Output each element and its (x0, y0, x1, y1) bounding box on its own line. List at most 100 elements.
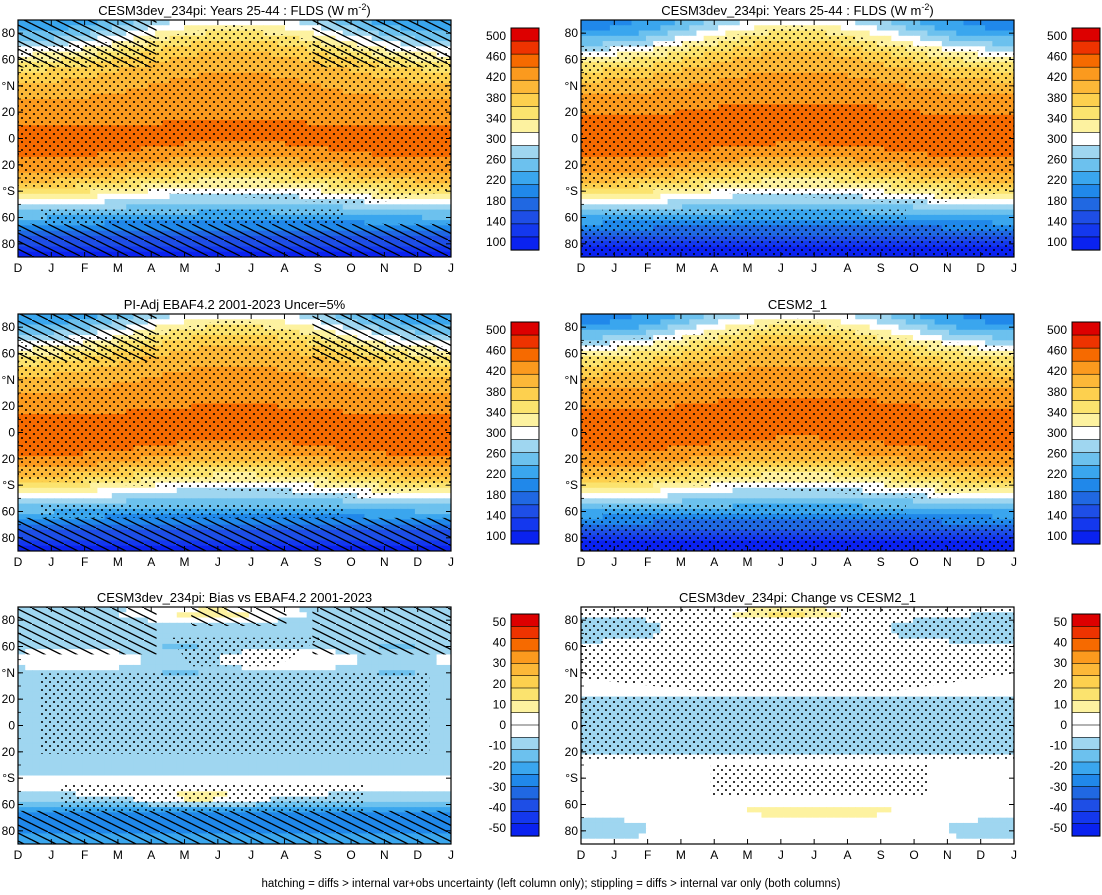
heatmap-cell (609, 35, 618, 42)
heatmap-cell (898, 35, 907, 42)
heatmap-cell (581, 25, 589, 32)
heatmap-cell (862, 25, 871, 32)
heatmap-cell (126, 204, 135, 211)
heatmap-cell (927, 30, 936, 37)
heatmap-cell (18, 183, 26, 190)
heatmap-cell (1006, 41, 1014, 47)
heatmap-cell (804, 204, 813, 211)
heatmap-cell (985, 41, 993, 47)
heatmap-cell (595, 35, 604, 42)
heatmap-cell (581, 183, 589, 190)
heatmap-cell (985, 25, 993, 32)
heatmap-cell (25, 209, 34, 216)
heatmap-cell (732, 199, 741, 205)
heatmap-cell (927, 20, 936, 26)
heatmap-cell (970, 199, 979, 205)
colorbar-swatch (510, 210, 540, 225)
heatmap-cell (162, 25, 171, 32)
heatmap-cell (263, 20, 272, 26)
heatmap-cell (775, 193, 784, 200)
heatmap-cell (761, 204, 770, 211)
heatmap-cell (364, 209, 373, 216)
heatmap-cell (97, 188, 106, 195)
heatmap-cell (429, 193, 438, 200)
heatmap-cell (104, 193, 113, 200)
heatmap-cell (999, 193, 1008, 200)
heatmap-cell (176, 193, 185, 200)
heatmap-cell (790, 193, 799, 200)
heatmap-cell (999, 199, 1008, 205)
heatmap-cell (227, 199, 236, 205)
x-tick-label: M (180, 261, 190, 275)
heatmap-cell (855, 25, 864, 32)
colorbar-swatch (510, 223, 540, 238)
colorbar-label: 260 (486, 153, 506, 167)
heatmap-cell (761, 25, 770, 32)
heatmap-cell (270, 25, 279, 32)
heatmap-cell (602, 20, 611, 26)
heatmap-cell (992, 25, 1001, 32)
heatmap-cell (833, 20, 842, 26)
heatmap-cell (703, 193, 712, 200)
heatmap-cell (624, 25, 633, 32)
heatmap-cell (898, 25, 907, 32)
heatmap-cell (949, 30, 957, 37)
heatmap-cell (617, 30, 625, 37)
heatmap-cell (234, 20, 243, 26)
heatmap-cell (992, 199, 1001, 205)
heatmap-cell (638, 35, 647, 42)
heatmap-cell (155, 199, 163, 205)
heatmap-cell (848, 25, 856, 32)
x-tick-label: N (380, 261, 389, 275)
heatmap-cell (855, 204, 864, 211)
heatmap-cell (54, 193, 62, 200)
heatmap-cell (443, 204, 451, 211)
heatmap-cell (970, 30, 979, 37)
x-tick-label: A (280, 261, 288, 275)
heatmap-cell (985, 193, 993, 200)
heatmap-cell (660, 25, 669, 32)
heatmap-cell (631, 30, 640, 37)
heatmap-cell (422, 209, 430, 216)
heatmap-cell (891, 30, 900, 37)
heatmap-cell (371, 220, 380, 226)
hatch-region-sh (18, 223, 451, 257)
heatmap-cell (270, 204, 279, 211)
y-tick-label: 80 (2, 26, 16, 40)
heatmap-cell (371, 214, 380, 221)
heatmap-cell (32, 188, 41, 195)
heatmap-cell (588, 30, 597, 37)
heatmap-cell (617, 193, 625, 200)
heatmap-cell (263, 204, 272, 211)
heatmap-cell (977, 35, 986, 42)
heatmap-cell (212, 193, 221, 200)
heatmap-cell (682, 30, 690, 37)
heatmap-cell (407, 199, 416, 205)
heatmap-cell (321, 204, 329, 211)
panel-title-main: CESM3dev_234pi: Years 25-44 : FLDS (W m (661, 3, 921, 18)
heatmap-cell (768, 199, 777, 205)
heatmap-cell (811, 25, 820, 32)
heatmap-cell (710, 204, 719, 211)
heatmap-cell (912, 41, 921, 47)
heatmap-cell (746, 193, 755, 200)
y-tick-label: °S (2, 184, 15, 198)
colorbar-label: 420 (486, 70, 506, 84)
heatmap-cell (660, 204, 669, 211)
heatmap-cell (739, 193, 748, 200)
heatmap-cell (884, 30, 892, 37)
heatmap-cell (941, 30, 950, 37)
y-tick-label: 60 (2, 53, 16, 67)
heatmap-cell (393, 214, 402, 221)
heatmap-cell (682, 20, 690, 26)
heatmap-cell (277, 20, 286, 26)
heatmap-cell (811, 199, 820, 205)
heatmap-cell (422, 204, 430, 211)
heatmap-cell (891, 25, 900, 32)
heatmap-cell (436, 204, 445, 211)
heatmap-cell (205, 204, 214, 211)
heatmap-cell (754, 25, 763, 32)
heatmap-cell (54, 199, 62, 205)
heatmap-cell (32, 199, 41, 205)
heatmap-cell (876, 35, 885, 42)
